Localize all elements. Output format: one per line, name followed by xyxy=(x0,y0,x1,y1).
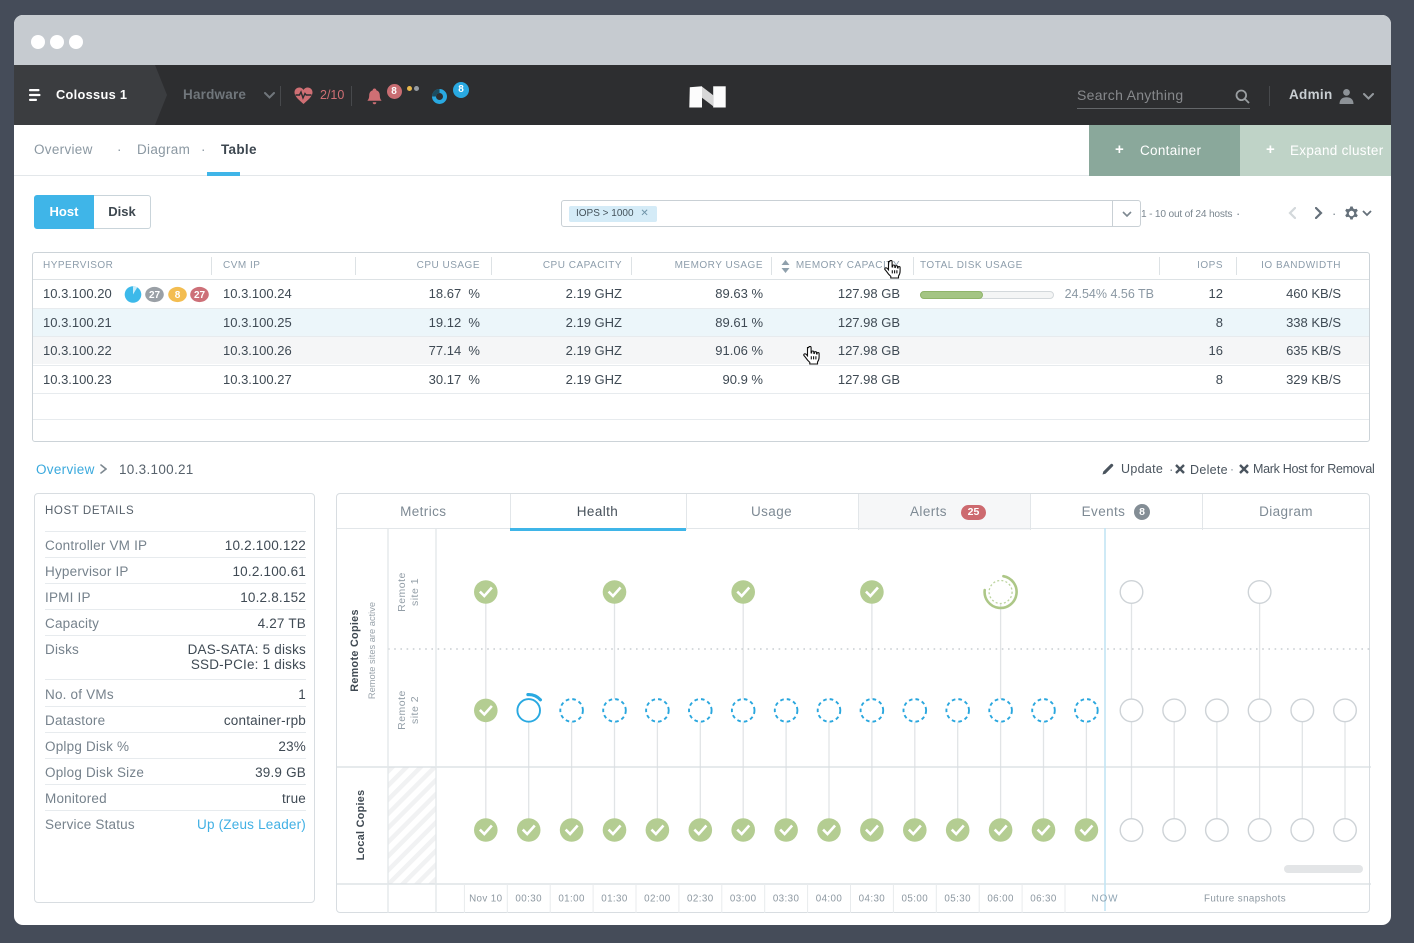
svg-text:06:30: 06:30 xyxy=(1030,894,1057,905)
svg-text:06:00: 06:00 xyxy=(987,894,1014,905)
svg-text:00:30: 00:30 xyxy=(515,894,542,905)
svg-text:03:30: 03:30 xyxy=(773,894,800,905)
svg-text:02:00: 02:00 xyxy=(644,894,671,905)
svg-text:05:00: 05:00 xyxy=(902,894,929,905)
svg-text:03:00: 03:00 xyxy=(730,894,757,905)
svg-text:Remote: Remote xyxy=(396,690,408,730)
svg-text:27: 27 xyxy=(149,290,161,301)
svg-text:27: 27 xyxy=(194,290,206,301)
svg-text:Remote: Remote xyxy=(396,572,408,612)
svg-text:Remote sites are active: Remote sites are active xyxy=(367,602,377,699)
svg-text:8: 8 xyxy=(175,290,181,301)
svg-text:Nov 10: Nov 10 xyxy=(469,894,503,905)
svg-text:04:30: 04:30 xyxy=(859,894,886,905)
svg-text:05:30: 05:30 xyxy=(944,894,971,905)
svg-text:site 1: site 1 xyxy=(409,578,421,606)
svg-text:site 2: site 2 xyxy=(409,696,421,724)
svg-text:Remote Copies: Remote Copies xyxy=(349,609,361,692)
svg-text:Local Copies: Local Copies xyxy=(355,790,367,861)
svg-text:04:00: 04:00 xyxy=(816,894,843,905)
svg-text:Future snapshots: Future snapshots xyxy=(1204,894,1286,905)
svg-text:01:00: 01:00 xyxy=(558,894,585,905)
svg-text:01:30: 01:30 xyxy=(601,894,628,905)
svg-text:02:30: 02:30 xyxy=(687,894,714,905)
svg-text:NOW: NOW xyxy=(1092,894,1119,905)
